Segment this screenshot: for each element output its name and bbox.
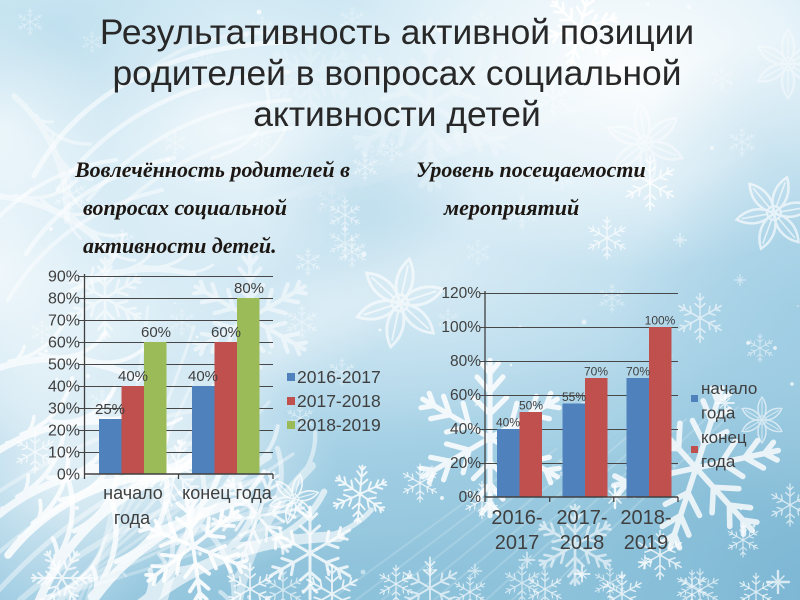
svg-text:70%: 70% — [584, 365, 608, 379]
svg-text:50%: 50% — [48, 357, 80, 374]
svg-text:начало: начало — [103, 483, 163, 503]
svg-text:100%: 100% — [645, 314, 676, 328]
svg-text:40%: 40% — [118, 368, 148, 385]
svg-text:начало: начало — [701, 379, 757, 398]
svg-text:года: года — [114, 508, 151, 528]
svg-text:55%: 55% — [562, 390, 586, 404]
svg-text:70%: 70% — [48, 313, 80, 330]
svg-text:2018-2019: 2018-2019 — [297, 415, 381, 435]
svg-text:50%: 50% — [519, 399, 543, 413]
svg-text:30%: 30% — [48, 401, 80, 418]
svg-text:2019: 2019 — [624, 532, 669, 554]
svg-text:40%: 40% — [450, 421, 481, 438]
svg-text:10%: 10% — [48, 445, 80, 462]
svg-text:2018-: 2018- — [620, 507, 671, 529]
svg-text:60%: 60% — [450, 387, 481, 404]
svg-text:60%: 60% — [211, 324, 241, 341]
svg-text:80%: 80% — [48, 291, 80, 308]
svg-text:25%: 25% — [95, 401, 125, 418]
svg-text:2016-: 2016- — [491, 507, 542, 529]
svg-text:40%: 40% — [188, 368, 218, 385]
svg-text:0%: 0% — [57, 467, 80, 484]
svg-text:0%: 0% — [459, 489, 482, 506]
svg-text:100%: 100% — [441, 319, 481, 336]
svg-text:40%: 40% — [496, 416, 520, 430]
svg-text:2016-2017: 2016-2017 — [297, 367, 381, 387]
svg-text:20%: 20% — [450, 455, 481, 472]
svg-text:80%: 80% — [450, 353, 481, 370]
svg-text:40%: 40% — [48, 379, 80, 396]
svg-text:года: года — [701, 452, 736, 471]
svg-text:20%: 20% — [48, 423, 80, 440]
svg-text:2017: 2017 — [495, 532, 540, 554]
svg-text:60%: 60% — [141, 324, 171, 341]
svg-text:60%: 60% — [48, 335, 80, 352]
svg-text:2018: 2018 — [560, 532, 605, 554]
svg-text:2017-2018: 2017-2018 — [297, 391, 381, 411]
svg-text:80%: 80% — [234, 280, 264, 297]
svg-text:120%: 120% — [441, 285, 481, 302]
svg-text:2017-: 2017- — [556, 507, 607, 529]
svg-text:года: года — [701, 403, 736, 422]
svg-text:конец: конец — [701, 428, 747, 447]
svg-text:конец года: конец года — [182, 483, 273, 503]
svg-text:90%: 90% — [48, 269, 80, 286]
svg-text:70%: 70% — [626, 365, 650, 379]
